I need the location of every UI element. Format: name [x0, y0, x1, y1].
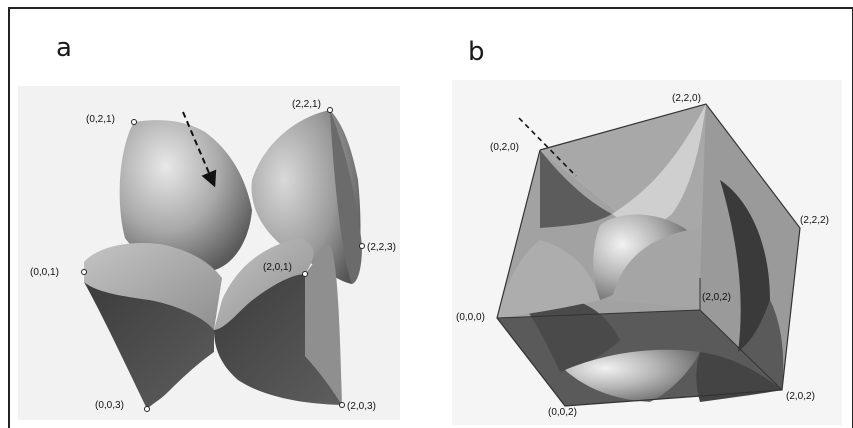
vertex-marker-a [302, 271, 308, 277]
coord-label: (2,2,0) [672, 93, 701, 104]
quarter-disc-front-right [612, 228, 700, 310]
block-bottom-right-curved-top [214, 238, 314, 330]
coord-label: (2,0,2) [786, 391, 815, 402]
block-bottom-left-front [84, 282, 214, 409]
coord-label: (2,0,1) [263, 262, 292, 273]
panel-a: a (0,2,1) (2,2,1) (2,2,3) (0,0,1) (2,0,1… [18, 33, 400, 420]
coord-label: (0,2,0) [490, 142, 519, 153]
cavity-bottom-left [520, 296, 620, 372]
cavity-bottom-right [696, 352, 782, 402]
coord-label: (0,0,0) [456, 312, 485, 323]
coord-label: (0,0,3) [95, 400, 124, 411]
coord-label: (2,2,2) [800, 215, 829, 226]
block-bottom-left-top [84, 242, 222, 330]
direction-arrow-a [182, 111, 217, 188]
block-bottom-right-front [214, 274, 342, 405]
cavity-right-upper [720, 180, 770, 352]
panel-b-label: b [468, 37, 485, 67]
panel-a-label: a [56, 33, 72, 63]
quarter-disc-front-left [497, 240, 600, 318]
coord-label: (0,2,1) [86, 114, 115, 125]
panel-b: b (0,2,0) (2,2,0) (2,2,2) (2,0,2) (0,0, [452, 37, 842, 425]
coord-label: (2,2,1) [292, 99, 321, 110]
block-bottom-right-side [305, 244, 342, 405]
vertex-marker-a [327, 107, 333, 113]
cavity-bottom-center [565, 349, 700, 402]
sphere-octant-top-left [119, 120, 252, 275]
coord-label: (2,0,2) [702, 292, 731, 303]
coord-label: (2,2,3) [367, 242, 396, 253]
cavity-top-center [612, 104, 706, 227]
vertex-marker-a [359, 243, 365, 249]
direction-line-b [518, 117, 577, 177]
vertex-marker-a [81, 269, 87, 275]
coord-label: (2,0,3) [347, 401, 376, 412]
vertex-marker-a [131, 119, 137, 125]
cavity-right-lower [738, 300, 784, 390]
coord-label: (0,0,2) [548, 407, 577, 418]
sphere-octant-top-right-flat [330, 110, 362, 284]
coord-label: (0,0,1) [30, 267, 59, 278]
cavity-top-left [540, 150, 612, 228]
vertex-marker-a [339, 402, 345, 408]
vertex-marker-a [144, 406, 150, 412]
